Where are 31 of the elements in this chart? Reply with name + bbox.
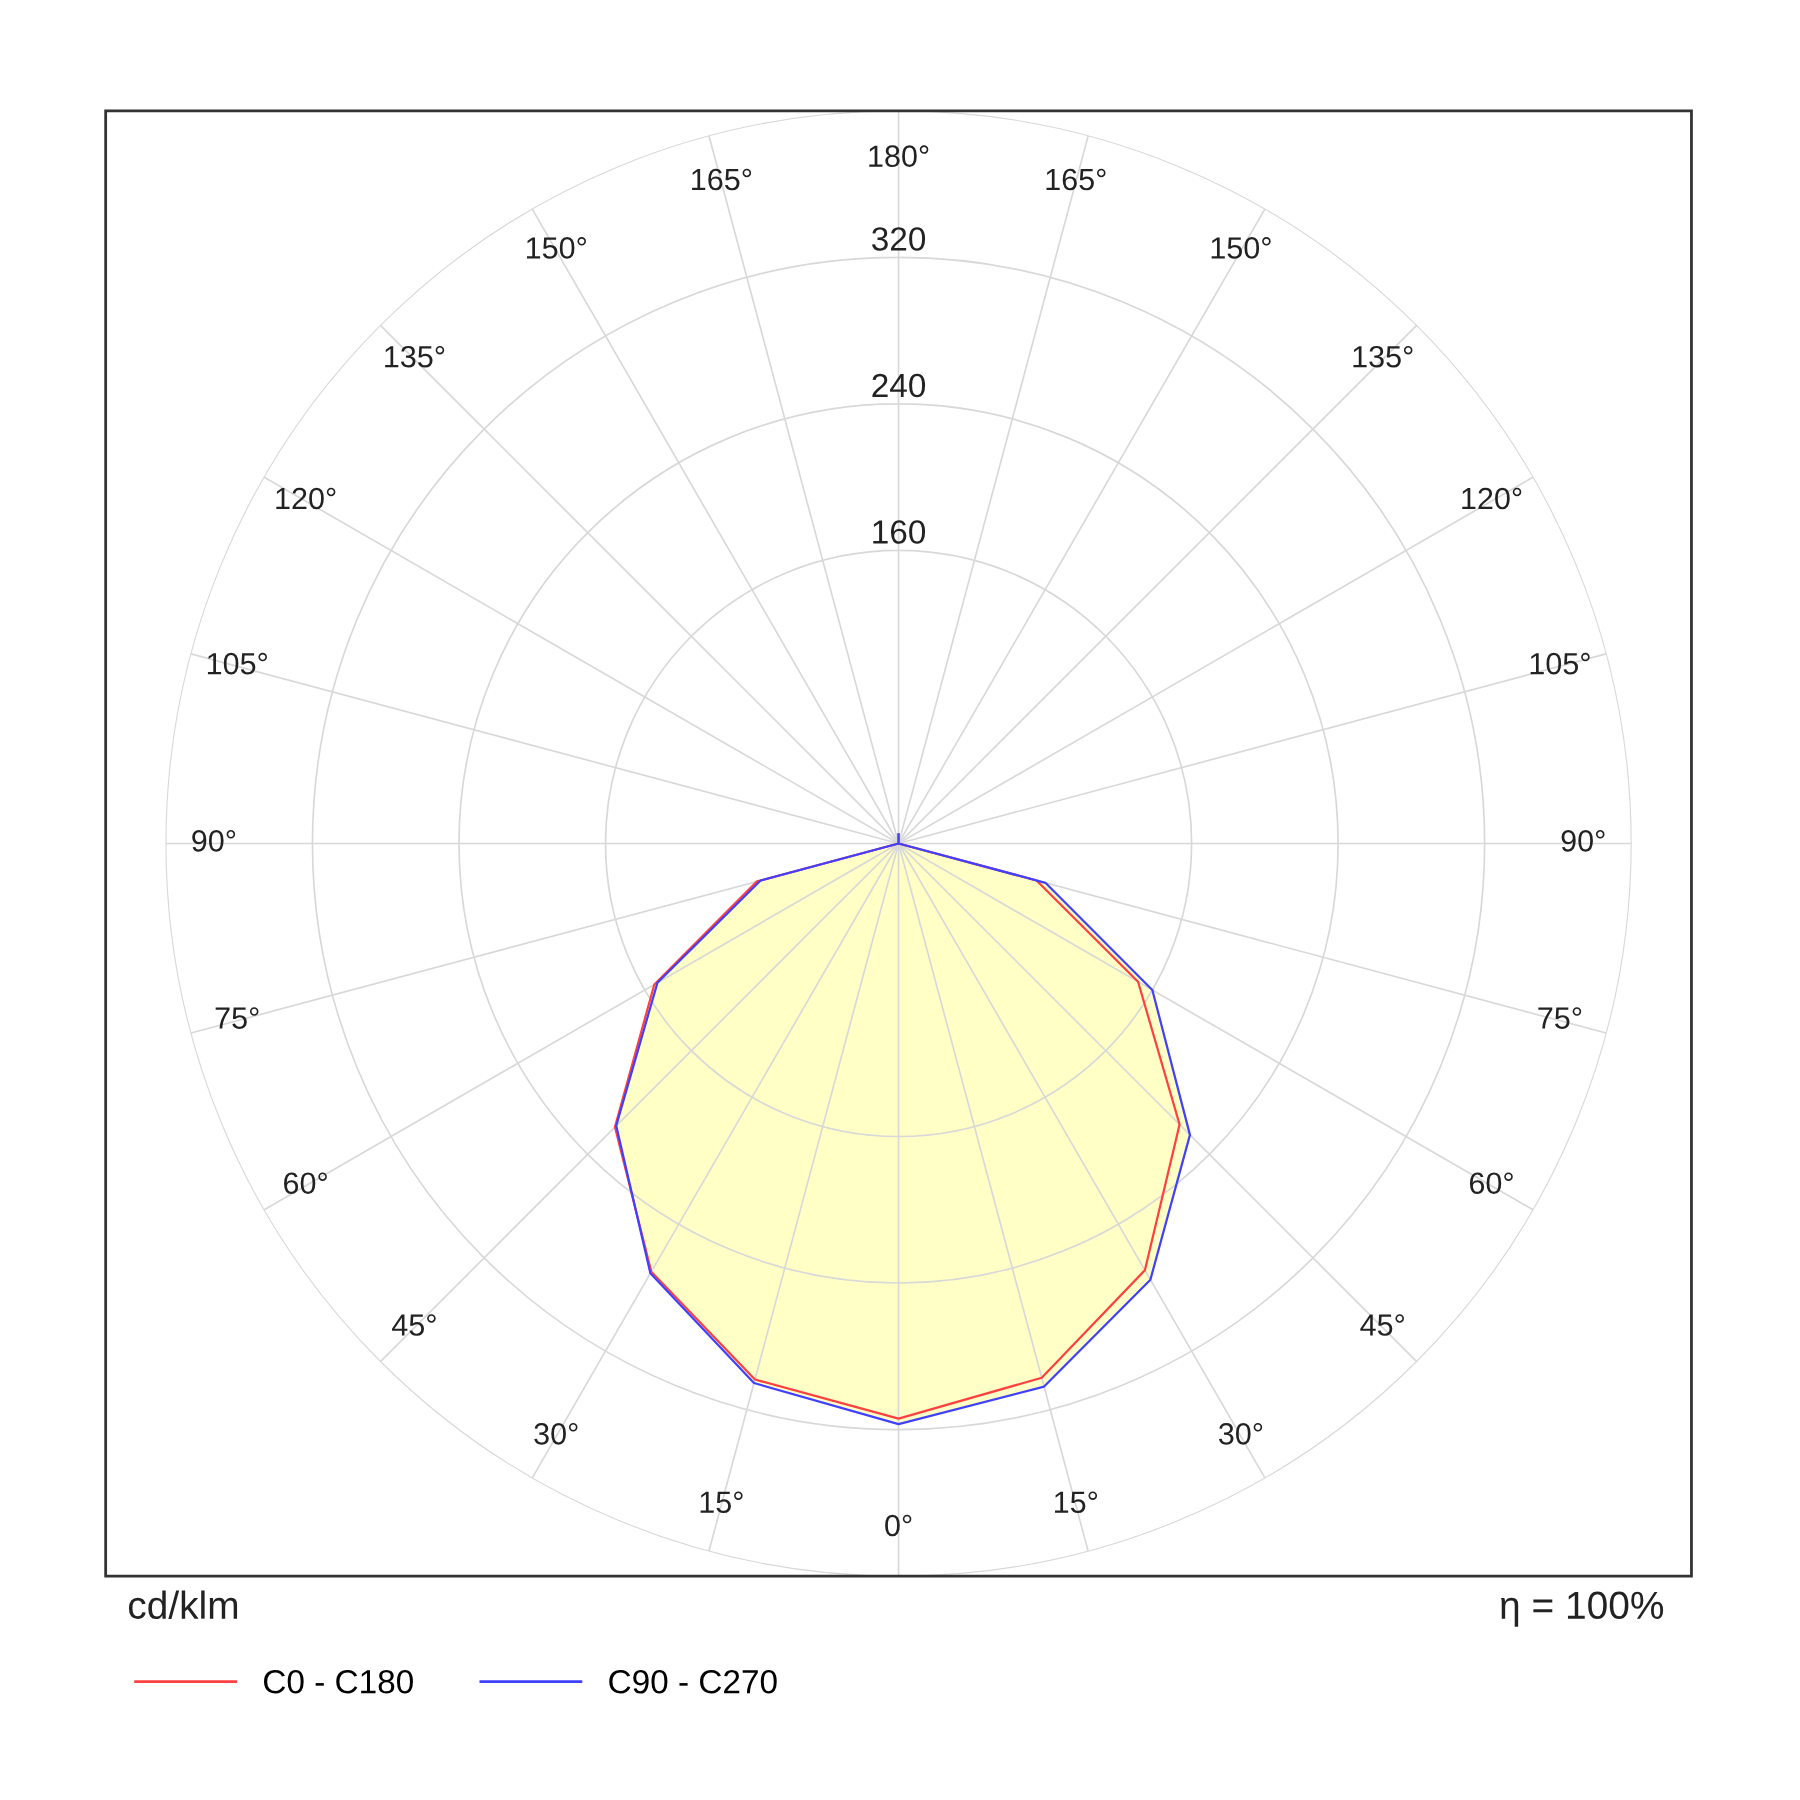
legend-label: C0 - C180 xyxy=(264,1669,413,1694)
spoke-label: 135° xyxy=(385,345,445,368)
spoke-label: 150° xyxy=(526,237,586,259)
spoke-label: 120° xyxy=(1462,487,1522,510)
y-tick-label: 160 xyxy=(873,520,926,544)
text: η = 100% xyxy=(1501,1591,1664,1627)
y-tick-label: 320 xyxy=(872,227,926,251)
spoke-label: 45° xyxy=(1360,1314,1404,1336)
spoke-label: 150° xyxy=(1211,237,1271,259)
spoke-label: 90° xyxy=(1561,830,1605,852)
spoke-label: 105° xyxy=(1530,652,1590,675)
legend-label: C90 - C270 xyxy=(609,1669,777,1694)
spoke-label: 30° xyxy=(534,1423,578,1445)
y-tick-label: 240 xyxy=(872,373,926,398)
spoke-label: 15° xyxy=(700,1491,743,1514)
spoke-label: 45° xyxy=(392,1314,436,1336)
spoke-label: 30° xyxy=(1218,1423,1263,1445)
spoke-label: 180° xyxy=(869,145,929,167)
spoke-label: 165° xyxy=(1046,168,1106,191)
spoke-label: 105° xyxy=(207,652,267,675)
spoke-label: 60° xyxy=(284,1172,327,1195)
spoke-label: 75° xyxy=(215,1007,259,1029)
spoke-label: 75° xyxy=(1538,1007,1582,1029)
spoke-label: 120° xyxy=(276,487,336,510)
spoke-label: 135° xyxy=(1353,345,1413,368)
spoke-label: 60° xyxy=(1469,1172,1513,1195)
spoke-label: 90° xyxy=(192,830,236,852)
spoke-label: 0° xyxy=(885,1514,912,1537)
spoke-label: 165° xyxy=(692,168,752,191)
spoke-label: 15° xyxy=(1055,1491,1098,1514)
text: cd/klm xyxy=(128,1590,238,1620)
